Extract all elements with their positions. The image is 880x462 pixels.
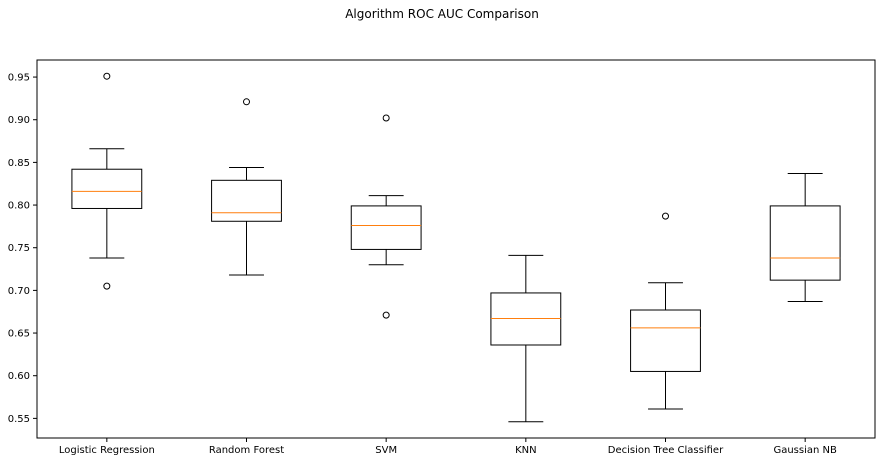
y-tick-label: 0.95 — [8, 73, 30, 84]
x-tick-label: KNN — [515, 445, 537, 456]
outlier-point — [382, 114, 390, 122]
iqr-box — [211, 179, 282, 222]
box-series — [71, 72, 841, 423]
iqr-box — [350, 205, 422, 250]
y-tick-label: 0.85 — [8, 158, 30, 169]
box-group — [211, 98, 282, 276]
y-axis: 0.55 0.60 0.65 0.70 0.75 0.80 0.85 0.90 0.95 — [8, 73, 37, 425]
plot-area-frame — [36, 59, 876, 439]
outlier-point — [382, 311, 390, 319]
box-group — [71, 72, 143, 290]
y-tick-label: 0.60 — [8, 371, 30, 382]
x-tick-label: Gaussian NB — [773, 445, 837, 456]
x-tick-label: SVM — [375, 445, 397, 456]
x-tick-label: Decision Tree Classifier — [608, 445, 724, 456]
box-group — [490, 254, 562, 423]
y-tick-label: 0.65 — [8, 329, 30, 340]
y-tick-label: 0.90 — [8, 115, 30, 126]
x-axis: Logistic Regression Random Forest SVM KNN De… — [59, 438, 837, 456]
x-tick-label: Random Forest — [209, 445, 284, 456]
iqr-box — [71, 168, 143, 209]
box-group — [630, 212, 701, 410]
outlier-point — [243, 98, 250, 106]
y-tick-label: 0.75 — [8, 243, 30, 254]
y-tick-label: 0.80 — [8, 201, 30, 212]
y-tick-label: 0.70 — [8, 286, 30, 297]
chart-title: Algorithm ROC AUC Comparison — [345, 7, 539, 21]
outlier-point — [103, 72, 111, 80]
x-tick-label: Logistic Regression — [59, 445, 155, 456]
outlier-point — [662, 212, 669, 220]
outlier-point — [103, 282, 111, 290]
box-group — [769, 172, 841, 302]
box-group — [350, 114, 422, 319]
iqr-box — [630, 309, 701, 372]
y-tick-label: 0.55 — [8, 414, 30, 425]
iqr-box — [769, 205, 841, 281]
